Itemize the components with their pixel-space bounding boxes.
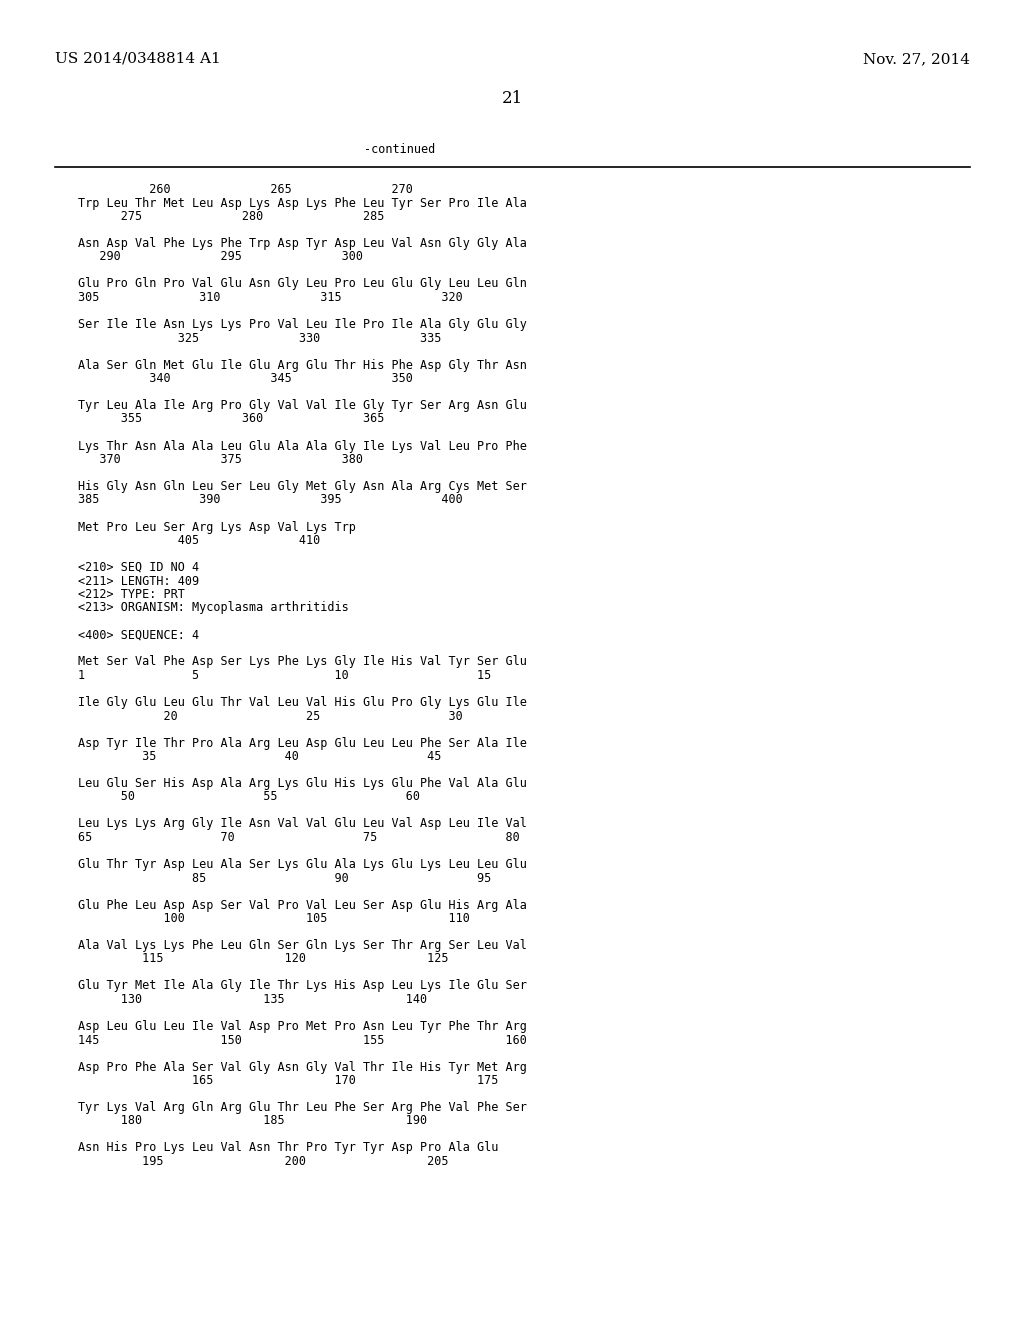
Text: <210> SEQ ID NO 4: <210> SEQ ID NO 4 <box>78 561 199 574</box>
Text: <400> SEQUENCE: 4: <400> SEQUENCE: 4 <box>78 628 199 642</box>
Text: 130                 135                 140: 130 135 140 <box>78 993 427 1006</box>
Text: <213> ORGANISM: Mycoplasma arthritidis: <213> ORGANISM: Mycoplasma arthritidis <box>78 602 349 615</box>
Text: <212> TYPE: PRT: <212> TYPE: PRT <box>78 587 185 601</box>
Text: Ile Gly Glu Leu Glu Thr Val Leu Val His Glu Pro Gly Lys Glu Ile: Ile Gly Glu Leu Glu Thr Val Leu Val His … <box>78 696 527 709</box>
Text: 405              410: 405 410 <box>78 535 321 546</box>
Text: Tyr Lys Val Arg Gln Arg Glu Thr Leu Phe Ser Arg Phe Val Phe Ser: Tyr Lys Val Arg Gln Arg Glu Thr Leu Phe … <box>78 1101 527 1114</box>
Text: 195                 200                 205: 195 200 205 <box>78 1155 449 1168</box>
Text: 325              330              335: 325 330 335 <box>78 331 441 345</box>
Text: Nov. 27, 2014: Nov. 27, 2014 <box>863 51 970 66</box>
Text: 340              345              350: 340 345 350 <box>78 372 413 385</box>
Text: Asp Tyr Ile Thr Pro Ala Arg Leu Asp Glu Leu Leu Phe Ser Ala Ile: Asp Tyr Ile Thr Pro Ala Arg Leu Asp Glu … <box>78 737 527 750</box>
Text: Ala Val Lys Lys Phe Leu Gln Ser Gln Lys Ser Thr Arg Ser Leu Val: Ala Val Lys Lys Phe Leu Gln Ser Gln Lys … <box>78 939 527 952</box>
Text: Lys Thr Asn Ala Ala Leu Glu Ala Ala Gly Ile Lys Val Leu Pro Phe: Lys Thr Asn Ala Ala Leu Glu Ala Ala Gly … <box>78 440 527 453</box>
Text: 165                 170                 175: 165 170 175 <box>78 1074 499 1086</box>
Text: 85                  90                  95: 85 90 95 <box>78 871 492 884</box>
Text: 370              375              380: 370 375 380 <box>78 453 362 466</box>
Text: 65                  70                  75                  80: 65 70 75 80 <box>78 832 520 843</box>
Text: Glu Tyr Met Ile Ala Gly Ile Thr Lys His Asp Leu Lys Ile Glu Ser: Glu Tyr Met Ile Ala Gly Ile Thr Lys His … <box>78 979 527 993</box>
Text: Asn His Pro Lys Leu Val Asn Thr Pro Tyr Tyr Asp Pro Ala Glu: Asn His Pro Lys Leu Val Asn Thr Pro Tyr … <box>78 1142 499 1155</box>
Text: 290              295              300: 290 295 300 <box>78 251 362 264</box>
Text: Tyr Leu Ala Ile Arg Pro Gly Val Val Ile Gly Tyr Ser Arg Asn Glu: Tyr Leu Ala Ile Arg Pro Gly Val Val Ile … <box>78 399 527 412</box>
Text: Leu Lys Lys Arg Gly Ile Asn Val Val Glu Leu Val Asp Leu Ile Val: Leu Lys Lys Arg Gly Ile Asn Val Val Glu … <box>78 817 527 830</box>
Text: Ala Ser Gln Met Glu Ile Glu Arg Glu Thr His Phe Asp Gly Thr Asn: Ala Ser Gln Met Glu Ile Glu Arg Glu Thr … <box>78 359 527 371</box>
Text: Met Pro Leu Ser Arg Lys Asp Val Lys Trp: Met Pro Leu Ser Arg Lys Asp Val Lys Trp <box>78 520 356 533</box>
Text: 50                  55                  60: 50 55 60 <box>78 791 420 804</box>
Text: 20                  25                  30: 20 25 30 <box>78 710 463 722</box>
Text: His Gly Asn Gln Leu Ser Leu Gly Met Gly Asn Ala Arg Cys Met Ser: His Gly Asn Gln Leu Ser Leu Gly Met Gly … <box>78 480 527 492</box>
Text: 180                 185                 190: 180 185 190 <box>78 1114 427 1127</box>
Text: Leu Glu Ser His Asp Ala Arg Lys Glu His Lys Glu Phe Val Ala Glu: Leu Glu Ser His Asp Ala Arg Lys Glu His … <box>78 777 527 789</box>
Text: US 2014/0348814 A1: US 2014/0348814 A1 <box>55 51 221 66</box>
Text: 145                 150                 155                 160: 145 150 155 160 <box>78 1034 527 1047</box>
Text: 100                 105                 110: 100 105 110 <box>78 912 470 925</box>
Text: <211> LENGTH: 409: <211> LENGTH: 409 <box>78 574 199 587</box>
Text: Asn Asp Val Phe Lys Phe Trp Asp Tyr Asp Leu Val Asn Gly Gly Ala: Asn Asp Val Phe Lys Phe Trp Asp Tyr Asp … <box>78 238 527 249</box>
Text: Trp Leu Thr Met Leu Asp Lys Asp Lys Phe Leu Tyr Ser Pro Ile Ala: Trp Leu Thr Met Leu Asp Lys Asp Lys Phe … <box>78 197 527 210</box>
Text: Glu Thr Tyr Asp Leu Ala Ser Lys Glu Ala Lys Glu Lys Leu Leu Glu: Glu Thr Tyr Asp Leu Ala Ser Lys Glu Ala … <box>78 858 527 871</box>
Text: Glu Phe Leu Asp Asp Ser Val Pro Val Leu Ser Asp Glu His Arg Ala: Glu Phe Leu Asp Asp Ser Val Pro Val Leu … <box>78 899 527 912</box>
Text: Met Ser Val Phe Asp Ser Lys Phe Lys Gly Ile His Val Tyr Ser Glu: Met Ser Val Phe Asp Ser Lys Phe Lys Gly … <box>78 656 527 668</box>
Text: 21: 21 <box>502 90 522 107</box>
Text: 35                  40                  45: 35 40 45 <box>78 750 441 763</box>
Text: -continued: -continued <box>365 143 435 156</box>
Text: 385              390              395              400: 385 390 395 400 <box>78 494 463 507</box>
Text: Asp Leu Glu Leu Ile Val Asp Pro Met Pro Asn Leu Tyr Phe Thr Arg: Asp Leu Glu Leu Ile Val Asp Pro Met Pro … <box>78 1020 527 1034</box>
Text: Glu Pro Gln Pro Val Glu Asn Gly Leu Pro Leu Glu Gly Leu Leu Gln: Glu Pro Gln Pro Val Glu Asn Gly Leu Pro … <box>78 277 527 290</box>
Text: Asp Pro Phe Ala Ser Val Gly Asn Gly Val Thr Ile His Tyr Met Arg: Asp Pro Phe Ala Ser Val Gly Asn Gly Val … <box>78 1060 527 1073</box>
Text: Ser Ile Ile Asn Lys Lys Pro Val Leu Ile Pro Ile Ala Gly Glu Gly: Ser Ile Ile Asn Lys Lys Pro Val Leu Ile … <box>78 318 527 331</box>
Text: 355              360              365: 355 360 365 <box>78 412 384 425</box>
Text: 115                 120                 125: 115 120 125 <box>78 953 449 965</box>
Text: 1               5                   10                  15: 1 5 10 15 <box>78 669 492 682</box>
Text: 275              280              285: 275 280 285 <box>78 210 384 223</box>
Text: 305              310              315              320: 305 310 315 320 <box>78 290 463 304</box>
Text: 260              265              270: 260 265 270 <box>78 183 413 195</box>
